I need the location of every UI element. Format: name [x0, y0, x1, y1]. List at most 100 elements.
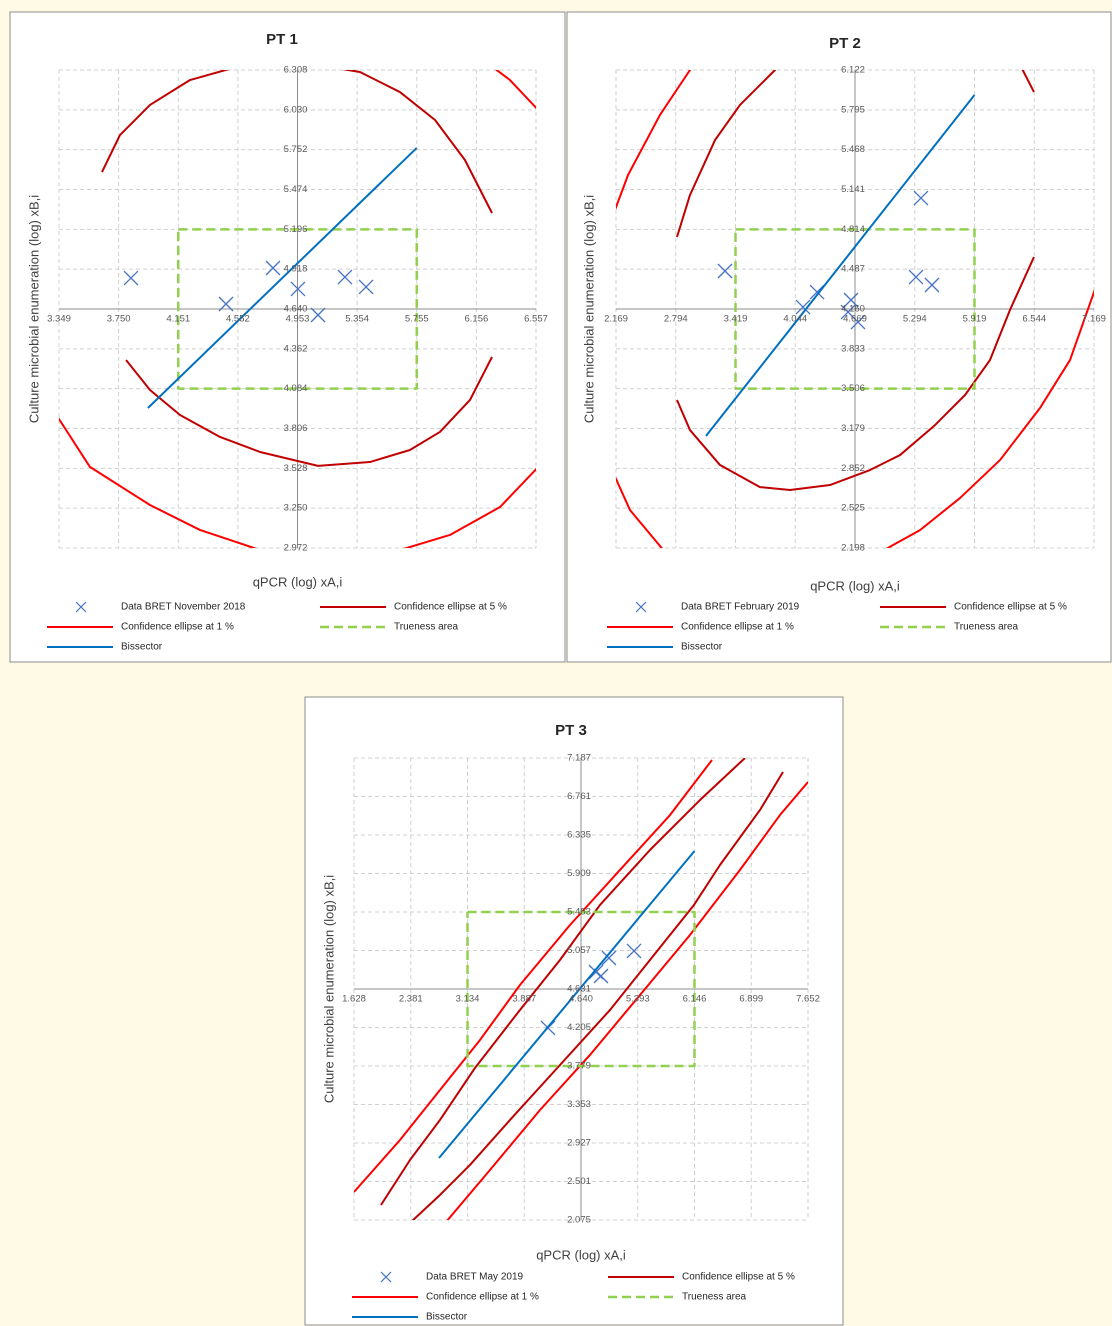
- y-tick-label: 2.927: [567, 1138, 591, 1149]
- series-line: [494, 70, 536, 110]
- x-tick-label: 3.887: [512, 994, 536, 1005]
- y-tick-label: 2.972: [284, 543, 308, 554]
- x-tick-label: 7.652: [796, 994, 820, 1005]
- legend-label: Trueness area: [954, 622, 1019, 633]
- y-tick-label: 5.752: [284, 144, 308, 155]
- x-axis-title: qPCR (log) xA,i: [253, 574, 343, 589]
- x-tick-label: 1.628: [342, 994, 366, 1005]
- plot-area: [616, 70, 1094, 548]
- panel-frame: [9, 11, 566, 663]
- x-tick-label: 5.393: [626, 994, 650, 1005]
- data-point: [265, 260, 281, 276]
- series-line: [354, 759, 713, 1193]
- legend-label: Confidence ellipse at 1 %: [681, 622, 794, 633]
- y-axis-title: Culture microbial enumeration (log) xB,i: [581, 195, 596, 423]
- y-tick-label: 6.122: [841, 65, 865, 76]
- y-tick-label: 3.179: [841, 423, 865, 434]
- legend-label: Bissector: [426, 1312, 468, 1323]
- series-line: [101, 70, 493, 214]
- data-point: [593, 968, 609, 984]
- area-outline: [734, 228, 976, 390]
- x-tick-label: 3.349: [47, 314, 71, 325]
- y-tick-label: 3.506: [841, 383, 865, 394]
- data-point: [310, 307, 326, 323]
- x-tick-label: 5.755: [405, 314, 429, 325]
- y-tick-label: 5.474: [284, 184, 308, 195]
- data-point: [717, 263, 733, 279]
- x-tick-label: 6.156: [464, 314, 488, 325]
- data-point: [218, 296, 234, 312]
- y-tick-label: 4.487: [841, 264, 865, 275]
- series-line: [59, 417, 536, 548]
- series-line: [676, 256, 1035, 492]
- y-tick-label: 4.918: [284, 264, 308, 275]
- x-tick-label: 3.134: [456, 994, 480, 1005]
- data-point: [290, 281, 306, 297]
- series-line: [438, 850, 696, 1159]
- x-tick-label: 4.151: [166, 314, 190, 325]
- y-tick-label: 3.833: [841, 343, 865, 354]
- data-point: [913, 190, 929, 206]
- y-tick-label: 6.308: [284, 65, 308, 76]
- legend-label: Trueness area: [394, 622, 459, 633]
- x-tick-label: 6.899: [739, 994, 763, 1005]
- legend-label: Data BRET November 2018: [121, 602, 246, 613]
- legend-label: Bissector: [121, 642, 163, 653]
- plot-area: [354, 758, 808, 1220]
- x-tick-label: 5.294: [903, 314, 927, 325]
- series-line: [147, 147, 418, 409]
- series-line: [446, 781, 808, 1220]
- legend-label: Confidence ellipse at 5 %: [954, 602, 1067, 613]
- series-line: [1021, 70, 1035, 93]
- y-tick-label: 5.468: [841, 144, 865, 155]
- y-tick-label: 2.198: [841, 543, 865, 554]
- x-tick-label: 7.169: [1082, 314, 1106, 325]
- series-line: [616, 70, 692, 211]
- x-tick-label: 4.044: [783, 314, 807, 325]
- series-line: [705, 94, 976, 437]
- data-point: [123, 270, 139, 286]
- series-line: [616, 476, 663, 548]
- data-point: [601, 950, 617, 966]
- chart-title: PT 1: [266, 31, 298, 48]
- y-axis-title: Culture microbial enumeration (log) xB,i: [321, 875, 336, 1103]
- series-line: [411, 771, 784, 1220]
- y-tick-label: 4.160: [841, 304, 865, 315]
- series-line: [885, 289, 1094, 548]
- data-point: [850, 314, 866, 330]
- y-tick-label: 4.814: [841, 224, 865, 235]
- x-tick-label: 6.557: [524, 314, 548, 325]
- y-tick-label: 5.909: [567, 868, 591, 879]
- y-tick-label: 5.483: [567, 907, 591, 918]
- x-axis-title: qPCR (log) xA,i: [536, 1247, 626, 1262]
- x-tick-label: 4.552: [226, 314, 250, 325]
- chart-panel: 1.628 2.381 3.134 3.887 4.640 5.393 6.146 6.899…: [304, 696, 844, 1326]
- data-point: [795, 299, 811, 315]
- y-tick-label: 3.806: [284, 423, 308, 434]
- y-tick-label: 7.187: [567, 753, 591, 764]
- legend-swatch: [635, 601, 647, 613]
- y-tick-label: 2.525: [841, 503, 865, 514]
- legend-swatch: [380, 1271, 392, 1283]
- legend-label: Bissector: [681, 642, 723, 653]
- y-tick-label: 3.779: [567, 1061, 591, 1072]
- data-point: [809, 284, 825, 300]
- legend-label: Confidence ellipse at 5 %: [682, 1272, 795, 1283]
- x-tick-label: 6.146: [683, 994, 707, 1005]
- data-point: [908, 269, 924, 285]
- area-outline: [177, 228, 418, 390]
- x-tick-label: 2.381: [399, 994, 423, 1005]
- x-tick-label: 5.919: [963, 314, 987, 325]
- y-tick-label: 3.353: [567, 1099, 591, 1110]
- chart-panel: 2.169 2.794 3.419 4.044 4.669 5.294 5.919 6.544…: [566, 11, 1112, 663]
- series-line: [676, 70, 777, 238]
- x-tick-label: 4.953: [286, 314, 310, 325]
- y-axis-title: Culture microbial enumeration (log) xB,i: [26, 195, 41, 423]
- y-tick-label: 3.528: [284, 463, 308, 474]
- x-tick-label: 4.669: [843, 314, 867, 325]
- series-line: [125, 356, 493, 467]
- chart-title: PT 2: [829, 35, 861, 52]
- chart-title: PT 3: [555, 722, 587, 739]
- data-point: [924, 277, 940, 293]
